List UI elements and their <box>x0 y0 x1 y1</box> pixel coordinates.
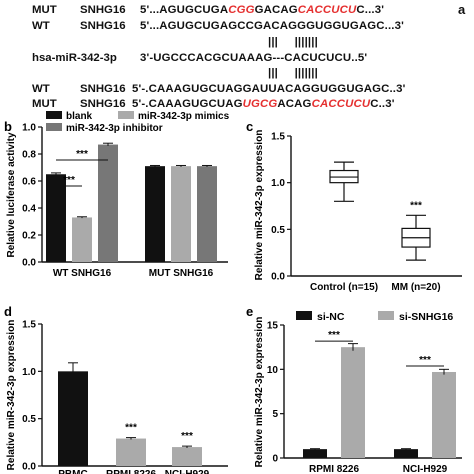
panel-b-bar <box>46 174 66 262</box>
panel-b-letter: b <box>4 119 12 134</box>
panel-d-category-label: PBMC <box>58 469 87 474</box>
sequence-label: WT <box>32 83 50 95</box>
panel-a-letter: a <box>458 2 466 17</box>
panel-b-tick-label: 0.8 <box>22 150 36 161</box>
panel-e-legend-label: si-NC <box>317 311 345 323</box>
panel-b-sig-label: *** <box>76 149 88 160</box>
panel-c-letter: c <box>246 119 253 134</box>
sequence-label: hsa-miR-342-3p <box>32 52 117 64</box>
panel-c-tick-label: 0.0 <box>271 272 285 283</box>
panel-b-category-label: MUT SNHG16 <box>149 268 214 279</box>
panel-d-letter: d <box>4 304 12 319</box>
panel-e-tick-label: 15 <box>267 321 279 332</box>
sequence-text: 5'-.CAAAGUGCUAGUGCGACAGCACCUCUC..3' <box>132 98 395 111</box>
gene-label: SNHG16 <box>80 98 126 110</box>
sequence-text: 5'-.CAAAGUGCUAGGAUUACAGGUGGUGAGC..3' <box>132 83 405 96</box>
bases: GACAG <box>254 4 298 16</box>
panel-d-bar <box>116 438 146 466</box>
gene-label: SNHG16 <box>80 20 126 32</box>
panel-d-bar <box>58 371 88 466</box>
panel-b-legend-label: miR-342-3p inhibitor <box>66 123 163 134</box>
panel-c-category-label: Control (n=15) <box>310 282 378 293</box>
panel-e-bar <box>303 449 327 458</box>
panel-b-legend-swatch <box>46 123 62 131</box>
bases: 5'...AGUGCUGAGCCGACAGGGUGGUGAGC...3' <box>140 20 404 32</box>
sequence-text: 5'...AGUGCUGAGCCGACAGGGUGGUGAGC...3' <box>140 20 404 33</box>
panel-e-sig-label: *** <box>419 355 431 366</box>
bases: 5'...AGUGCUGA <box>140 4 229 16</box>
gene-label: SNHG16 <box>80 4 126 16</box>
panel-d-ylabel: Relative miR-342-3p expression <box>6 320 17 471</box>
panel-e-tick-label: 5 <box>272 409 278 420</box>
panel-b-tick-label: 0.4 <box>22 204 36 215</box>
gene-label: SNHG16 <box>80 83 126 95</box>
panel-d-tick-label: 1.5 <box>22 320 36 331</box>
panel-b-legend-swatch <box>46 111 62 119</box>
panel-b-bar <box>72 217 92 262</box>
panel-e-tick-label: 10 <box>267 365 279 376</box>
panel-e-category-label: RPMI 8226 <box>309 464 359 474</box>
bases: C...3' <box>356 4 385 16</box>
panel-e-letter: e <box>246 304 253 319</box>
panel-d-category-label: NCI-H929 <box>165 469 210 474</box>
panel-e-category-label: NCI-H929 <box>403 464 448 474</box>
bases: ||| ||||||| <box>268 67 318 79</box>
sequence-text: 3'-UGCCCACGCUAAAG---CACUCUCU..5' <box>140 52 367 65</box>
panel-b-legend-label: miR-342-3p mimics <box>138 111 230 122</box>
panel-b-tick-label: 0.2 <box>22 231 36 242</box>
panel-e-legend-swatch <box>296 311 312 320</box>
panel-c-tick-label: 1.0 <box>271 178 285 189</box>
panel-c-ylabel: Relative miR-342-3p expression <box>254 130 265 281</box>
panel-d-tick-label: 0.0 <box>22 462 36 473</box>
sequence-text: 5'...AGUGCUGACGGGACAGCACCUCUC...3' <box>140 4 384 17</box>
sequence-text: ||| ||||||| <box>268 67 318 80</box>
sequence-label: MUT <box>32 98 57 110</box>
panel-c-tick-label: 1.5 <box>271 132 285 143</box>
panel-b-bar <box>145 166 165 262</box>
panel-d-tick-label: 0.5 <box>22 414 36 425</box>
panel-d-tick-label: 1.0 <box>22 367 36 378</box>
panel-e-legend-swatch <box>378 311 394 320</box>
panel-d-sig-label: *** <box>125 423 137 434</box>
panel-e-bar <box>341 347 365 458</box>
sequence-text: ||| ||||||| <box>268 36 318 49</box>
panel-b-tick-label: 0.6 <box>22 177 36 188</box>
panel-c-tick-label: 0.5 <box>271 225 285 236</box>
mutated-bases: CACCUCU <box>311 98 371 110</box>
panel-b-sig-label: *** <box>63 175 75 186</box>
panel-c-category-label: MM (n=20) <box>391 282 440 293</box>
panel-b-tick-label: 1.0 <box>22 123 36 134</box>
mutated-bases: CGG <box>228 4 255 16</box>
panel-b-ylabel: Relative luciferase activity <box>6 132 17 258</box>
bases: 3'-UGCCCACGCUAAAG---CACUCUCU..5' <box>140 52 368 64</box>
panel-b-legend-swatch <box>118 111 134 119</box>
panel-b-bar <box>98 144 118 262</box>
panel-d-bar <box>172 447 202 466</box>
bases: C..3' <box>370 98 395 110</box>
mutated-bases: UGCG <box>242 98 278 110</box>
panel-b-tick-label: 0.0 <box>22 258 36 269</box>
sequence-label: MUT <box>32 4 57 16</box>
panel-e-legend-label: si-SNHG16 <box>399 311 453 323</box>
panel-e-ylabel: Relative miR-342-3p expression <box>254 317 265 468</box>
bases: ACAG <box>277 98 312 110</box>
mutated-bases: CACCUCU <box>297 4 357 16</box>
bases: 5'-.CAAAGUGCUAG <box>132 98 243 110</box>
panel-b-legend-label: blank <box>66 111 93 122</box>
bases: ||| ||||||| <box>268 36 318 48</box>
panel-d-category-label: RPMI 8226 <box>106 469 156 474</box>
sequence-label: WT <box>32 20 50 32</box>
panel-b-bar <box>197 166 217 262</box>
panel-e-sig-label: *** <box>328 330 340 341</box>
panel-d-sig-label: *** <box>181 431 193 442</box>
panel-c-sig-label: *** <box>410 200 422 211</box>
panel-e-bar <box>394 449 418 458</box>
panel-b-category-label: WT SNHG16 <box>53 268 112 279</box>
panel-e-tick-label: 0 <box>272 454 278 465</box>
panel-e-bar <box>432 371 456 458</box>
bases: 5'-.CAAAGUGCUAGGAUUACAGGUGGUGAGC..3' <box>132 83 406 95</box>
panel-a-sequence-alignment: a MUT SNHG16 5'...AGUGCUGACGGGACAGCACCUCUC… <box>0 0 474 115</box>
panel-b-bar <box>171 166 191 262</box>
